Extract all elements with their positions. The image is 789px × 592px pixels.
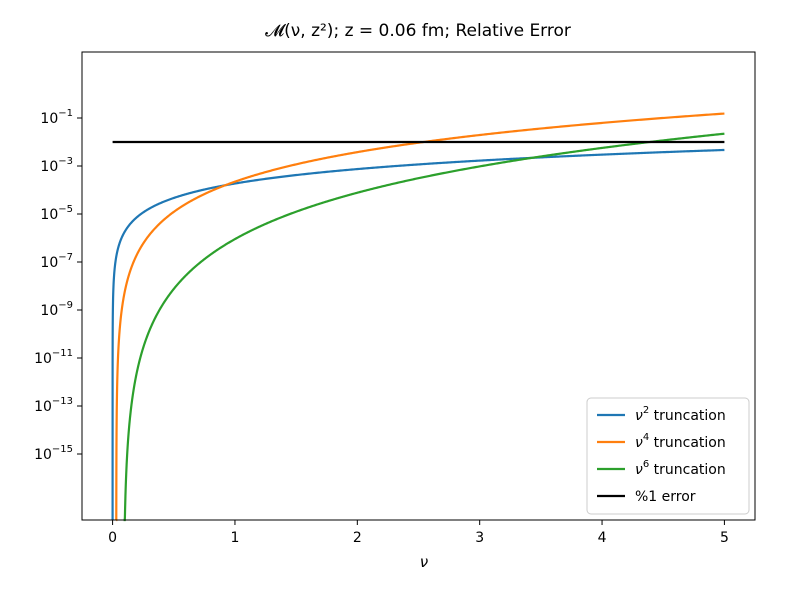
x-tick-label: 2	[353, 530, 362, 546]
legend-box	[586, 397, 750, 515]
legend-entry: %1 error	[635, 489, 696, 505]
legend: ν2 truncation ν4 truncation ν6 truncation%…	[586, 397, 750, 515]
y-tick-label: 10−11	[34, 348, 73, 367]
x-axis-label: ν	[420, 553, 428, 571]
y-tick-label: 10−15	[34, 444, 73, 463]
legend-entry: ν6 truncation	[635, 459, 726, 478]
plot-frame	[81, 51, 756, 521]
legend-entry: ν4 truncation	[635, 432, 726, 451]
y-tick-label: 10−3	[40, 156, 73, 175]
y-tick-label: 10−5	[40, 204, 73, 223]
chart-title: 𝓜(ν, z²); z = 0.06 fm; Relative Error	[265, 21, 571, 41]
x-axis: 0 1 2 3 4 5	[108, 520, 729, 546]
x-tick-label: 3	[475, 530, 484, 546]
series-line	[123, 132, 725, 522]
x-tick-label: 5	[720, 530, 729, 546]
y-tick-label: 10−9	[40, 300, 73, 319]
series-layer	[111, 112, 725, 522]
x-tick-label: 0	[108, 530, 117, 546]
x-tick-label: 4	[598, 530, 607, 546]
series-line	[111, 148, 725, 521]
x-tick-label: 1	[230, 530, 239, 546]
y-tick-label: 10−7	[40, 252, 73, 271]
y-axis: 10−1 10−3 10−5 10−7 10−9 10−11 10−13 10−15	[34, 108, 82, 463]
y-tick-label: 10−1	[40, 108, 73, 127]
legend-entry: ν2 truncation	[635, 405, 726, 424]
series-line	[115, 112, 725, 522]
y-tick-label: 10−13	[34, 396, 73, 415]
